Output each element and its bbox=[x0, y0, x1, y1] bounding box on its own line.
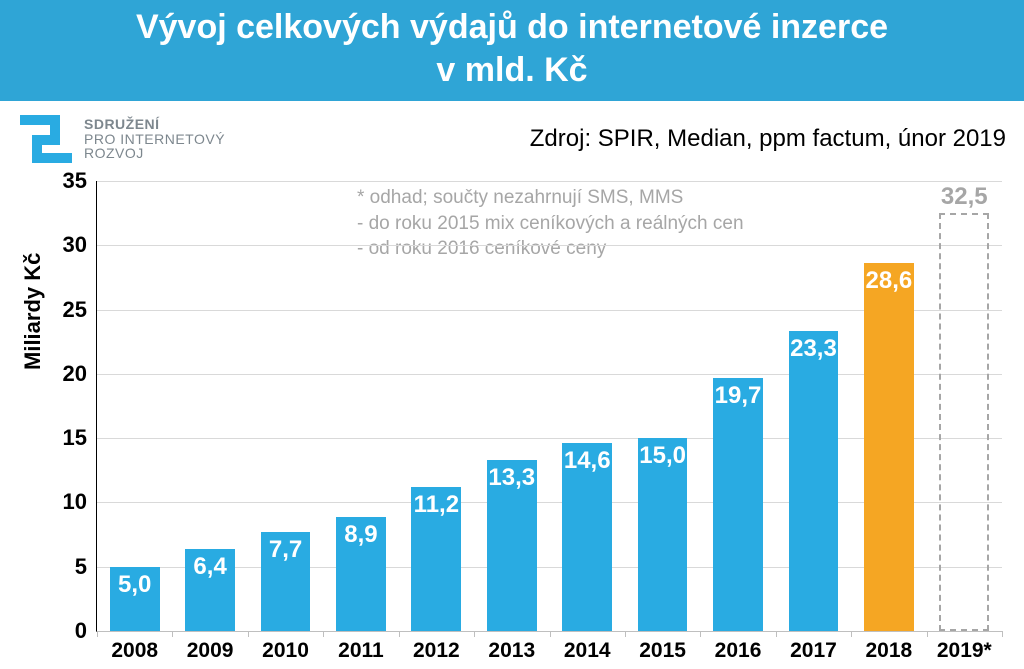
bar bbox=[713, 378, 763, 631]
y-tick-label: 25 bbox=[37, 297, 87, 323]
bar-value-label: 5,0 bbox=[118, 571, 151, 599]
x-tick-mark bbox=[927, 631, 928, 637]
spir-logo-text: SDRUŽENÍ PRO INTERNETOVÝ ROZVOJ bbox=[84, 117, 225, 161]
bar-value-label: 11,2 bbox=[414, 491, 459, 519]
x-tick-label: 2010 bbox=[262, 639, 309, 663]
plot-area: * odhad; součty nezahrnují SMS, MMS- do … bbox=[96, 181, 1002, 632]
bar bbox=[789, 331, 839, 631]
y-tick-label: 15 bbox=[37, 425, 87, 451]
spir-logo: SDRUŽENÍ PRO INTERNETOVÝ ROZVOJ bbox=[18, 111, 225, 167]
header-row: SDRUŽENÍ PRO INTERNETOVÝ ROZVOJ Zdroj: S… bbox=[0, 101, 1024, 167]
bar-value-label: 14,6 bbox=[564, 447, 611, 475]
x-tick-label: 2013 bbox=[488, 639, 535, 663]
logo-line1: SDRUŽENÍ bbox=[84, 117, 225, 132]
x-tick-mark bbox=[474, 631, 475, 637]
x-tick-label: 2012 bbox=[413, 639, 460, 663]
x-tick-mark bbox=[700, 631, 701, 637]
x-tick-label: 2011 bbox=[338, 639, 384, 663]
x-tick-mark bbox=[399, 631, 400, 637]
bar bbox=[939, 213, 989, 631]
bar-slot: 32,52019* bbox=[927, 181, 1002, 631]
y-tick-label: 30 bbox=[37, 232, 87, 258]
x-tick-mark bbox=[625, 631, 626, 637]
bar-slot: 8,92011 bbox=[323, 181, 398, 631]
x-tick-mark bbox=[1002, 631, 1003, 637]
x-tick-mark bbox=[550, 631, 551, 637]
x-tick-label: 2016 bbox=[715, 639, 762, 663]
y-tick-label: 10 bbox=[37, 489, 87, 515]
chart-title-line1: Vývoj celkových výdajů do internetové in… bbox=[0, 6, 1024, 49]
x-tick-label: 2015 bbox=[639, 639, 686, 663]
bar-value-label: 23,3 bbox=[790, 335, 837, 363]
bar-value-label: 13,3 bbox=[488, 464, 535, 492]
x-tick-label: 2009 bbox=[187, 639, 234, 663]
chart-title-line2: v mld. Kč bbox=[0, 49, 1024, 92]
x-tick-label: 2014 bbox=[564, 639, 611, 663]
bar-value-label: 6,4 bbox=[193, 553, 226, 581]
bar-value-label: 7,7 bbox=[269, 536, 302, 564]
chart-area: Miliardy Kč * odhad; součty nezahrnují S… bbox=[18, 167, 1006, 669]
x-tick-label: 2008 bbox=[111, 639, 158, 663]
bar-value-label: 19,7 bbox=[715, 382, 762, 410]
logo-line2: PRO INTERNETOVÝ bbox=[84, 132, 225, 147]
y-tick-label: 35 bbox=[37, 168, 87, 194]
source-text: Zdroj: SPIR, Median, ppm factum, únor 20… bbox=[530, 125, 1006, 153]
bar bbox=[864, 263, 914, 631]
x-tick-label: 2018 bbox=[866, 639, 913, 663]
x-tick-mark bbox=[323, 631, 324, 637]
chart-title: Vývoj celkových výdajů do internetové in… bbox=[0, 0, 1024, 101]
bar-slot: 11,22012 bbox=[399, 181, 474, 631]
bar-slot: 6,42009 bbox=[172, 181, 247, 631]
x-tick-mark bbox=[172, 631, 173, 637]
y-tick-label: 0 bbox=[37, 618, 87, 644]
bar-value-label: 15,0 bbox=[639, 442, 686, 470]
bar-value-label: 8,9 bbox=[344, 521, 377, 549]
x-tick-mark bbox=[776, 631, 777, 637]
bar-value-label: 32,5 bbox=[941, 183, 988, 211]
logo-line3: ROZVOJ bbox=[84, 146, 225, 161]
x-tick-label: 2017 bbox=[790, 639, 837, 663]
x-tick-mark bbox=[851, 631, 852, 637]
bar-value-label: 28,6 bbox=[866, 267, 913, 295]
bar-slot: 15,02015 bbox=[625, 181, 700, 631]
bar-slot: 23,32017 bbox=[776, 181, 851, 631]
x-tick-mark bbox=[248, 631, 249, 637]
bar-slot: 14,62014 bbox=[550, 181, 625, 631]
bar-slot: 7,72010 bbox=[248, 181, 323, 631]
x-tick-label: 2019* bbox=[937, 639, 992, 663]
bar-slot: 5,02008 bbox=[97, 181, 172, 631]
bar-slot: 13,32013 bbox=[474, 181, 549, 631]
y-tick-label: 20 bbox=[37, 361, 87, 387]
x-tick-mark bbox=[97, 631, 98, 637]
spir-logo-icon bbox=[18, 111, 74, 167]
y-tick-label: 5 bbox=[37, 554, 87, 580]
bar-slot: 28,62018 bbox=[851, 181, 926, 631]
bar-slot: 19,72016 bbox=[700, 181, 775, 631]
